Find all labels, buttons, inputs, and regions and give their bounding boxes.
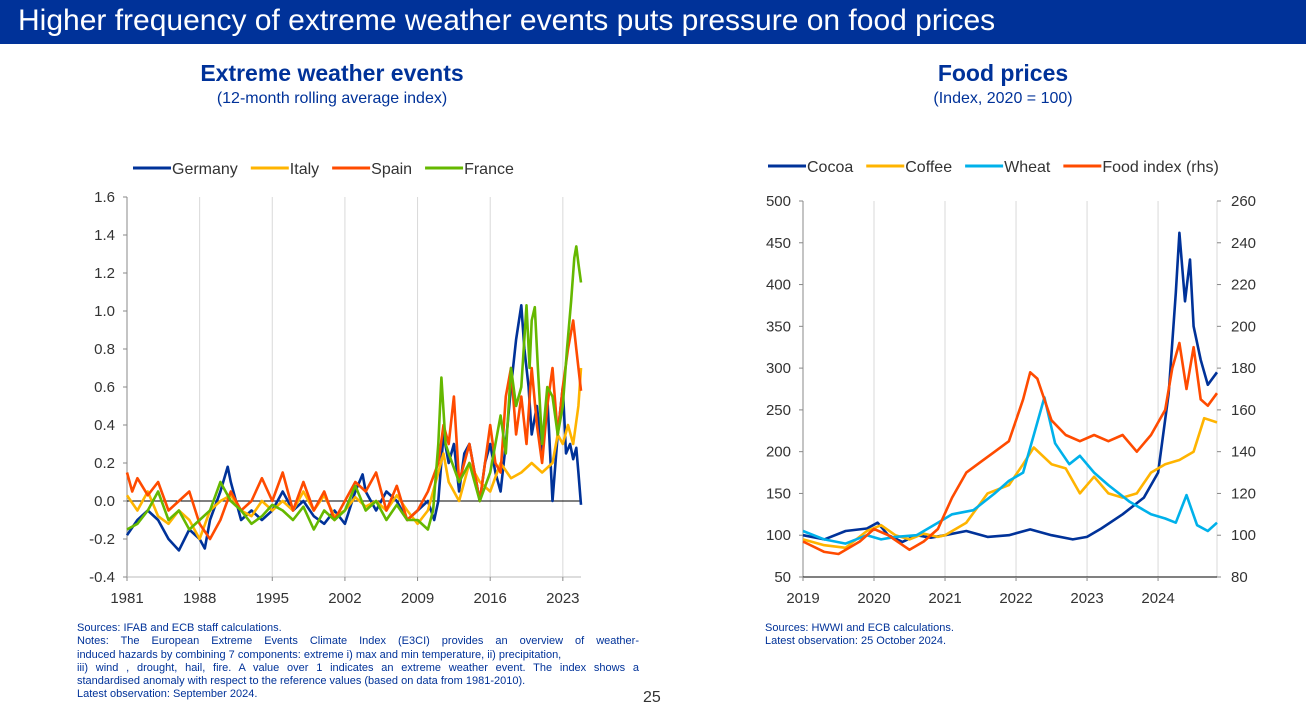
x-tick-label: 2016 — [474, 590, 507, 607]
x-tick-label: 2021 — [928, 590, 961, 607]
y-tick-label: 100 — [766, 527, 791, 544]
y-tick-label: 50 — [774, 569, 791, 586]
y2-tick-label: 80 — [1231, 569, 1248, 586]
y-tick-label: 0.8 — [94, 341, 115, 358]
legend-label-food-index-rhs: Food index (rhs) — [1102, 159, 1219, 176]
legend-label-wheat: Wheat — [1004, 159, 1051, 176]
y2-tick-label: 160 — [1231, 402, 1256, 419]
y-tick-label: 300 — [766, 360, 791, 377]
legend-label-spain: Spain — [371, 161, 412, 178]
slide-banner: Higher frequency of extreme weather even… — [0, 0, 1306, 44]
legend-label-italy: Italy — [290, 161, 319, 178]
y-tick-label: 150 — [766, 485, 791, 502]
slide-title: Higher frequency of extreme weather even… — [18, 4, 996, 37]
series-line-food-index-rhs — [802, 341, 1219, 556]
y-tick-label: 1.2 — [94, 265, 115, 282]
right-chart-subtitle: (Index, 2020 = 100) — [933, 90, 1073, 107]
y-tick-label: -0.4 — [89, 569, 115, 586]
right-notes: Sources: HWWI and ECB calculations. Late… — [765, 622, 1065, 649]
x-tick-label: 2019 — [786, 590, 819, 607]
y2-tick-label: 220 — [1231, 277, 1256, 294]
y2-tick-label: 260 — [1231, 193, 1256, 210]
y-tick-label: 450 — [766, 235, 791, 252]
y-tick-label: 1.6 — [94, 189, 115, 206]
left-chart-title: Extreme weather events — [200, 60, 464, 86]
x-tick-label: 2023 — [1070, 590, 1103, 607]
x-tick-label: 2002 — [328, 590, 361, 607]
legend-label-germany: Germany — [172, 161, 238, 178]
y-tick-label: 0.0 — [94, 493, 115, 510]
x-tick-label: 2022 — [999, 590, 1032, 607]
x-tick-label: 1981 — [110, 590, 143, 607]
series-line-france — [126, 245, 583, 531]
x-tick-label: 2009 — [401, 590, 434, 607]
left-note-line: iii) wind , drought, hail, fire. A value… — [77, 661, 639, 674]
series-line-cocoa — [802, 231, 1219, 544]
left-sources: Sources: IFAB and ECB staff calculations… — [77, 622, 282, 634]
x-tick-label: 1995 — [256, 590, 289, 607]
left-chart-subtitle: (12-month rolling average index) — [216, 90, 448, 107]
left-notes: Sources: IFAB and ECB staff calculations… — [77, 622, 639, 702]
right-sources: Sources: HWWI and ECB calculations. — [765, 622, 954, 634]
y-tick-label: 0.2 — [94, 455, 115, 472]
y-tick-label: 250 — [766, 402, 791, 419]
y-tick-label: 1.0 — [94, 303, 115, 320]
left-note-line: induced hazards by combining 7 component… — [77, 648, 562, 661]
left-note-line: Notes: The European Extreme Events Clima… — [77, 635, 639, 648]
x-tick-label: 1988 — [183, 590, 216, 607]
left-latest: Latest observation: September 2024. — [77, 688, 258, 701]
y-tick-label: 200 — [766, 444, 791, 461]
y-tick-label: 350 — [766, 318, 791, 335]
series-line-wheat — [802, 396, 1218, 545]
right-chart-title: Food prices — [937, 60, 1069, 86]
legend-label-france: France — [464, 161, 514, 178]
page-number: 25 — [643, 689, 661, 706]
left-note-line: standardised anomaly with respect to the… — [77, 675, 526, 688]
legend-label-cocoa: Cocoa — [807, 159, 853, 176]
y2-tick-label: 100 — [1231, 527, 1256, 544]
y-tick-label: -0.2 — [89, 531, 115, 548]
y-tick-label: 1.4 — [94, 227, 115, 244]
y2-tick-label: 140 — [1231, 444, 1256, 461]
y-tick-label: 400 — [766, 277, 791, 294]
y-tick-label: 0.4 — [94, 417, 115, 434]
right-latest: Latest observation: 25 October 2024. — [765, 635, 947, 648]
x-tick-label: 2023 — [546, 590, 579, 607]
x-tick-label: 2024 — [1141, 590, 1174, 607]
y2-tick-label: 240 — [1231, 235, 1256, 252]
legend-label-coffee: Coffee — [905, 159, 952, 176]
y2-tick-label: 120 — [1231, 485, 1256, 502]
series-line-germany — [125, 303, 583, 552]
y2-tick-label: 200 — [1231, 318, 1256, 335]
x-tick-label: 2020 — [857, 590, 890, 607]
y2-tick-label: 180 — [1231, 360, 1256, 377]
y-tick-label: 0.6 — [94, 379, 115, 396]
y-tick-label: 500 — [766, 193, 791, 210]
